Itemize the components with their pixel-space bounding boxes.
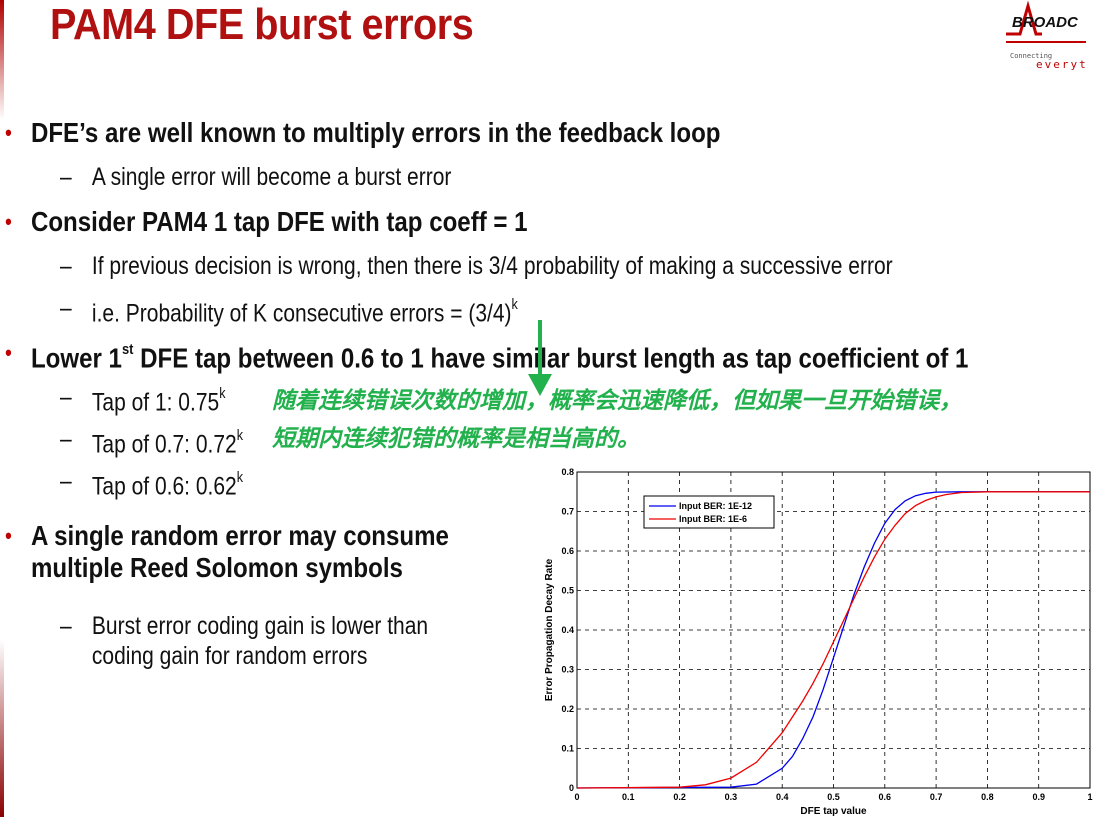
bullet-dot: • <box>5 340 12 365</box>
x-tick-label: 0.1 <box>622 792 635 802</box>
x-tick-label: 0.3 <box>725 792 738 802</box>
y-tick-label: 0.1 <box>561 744 574 754</box>
y-tick-label: 0.3 <box>561 665 574 675</box>
y-tick-label: 0.7 <box>561 507 574 517</box>
series-line-2 <box>576 491 1090 789</box>
x-tick-label: 0.8 <box>981 792 994 802</box>
bullet-dot: • <box>5 209 12 234</box>
chart-legend: Input BER: 1E-12 Input BER: 1E-6 <box>643 495 775 529</box>
bullet-text: DFE’s are well known to multiply errors … <box>30 117 721 148</box>
bullet-dot: • <box>5 523 12 548</box>
slide-left-accent <box>0 0 6 817</box>
y-tick-label: 0.8 <box>561 467 574 477</box>
green-arrow-icon <box>528 320 552 396</box>
x-tick-label: 0.7 <box>930 792 943 802</box>
y-tick-label: 0.2 <box>561 704 574 714</box>
logo-wordmark: BROADC <box>1012 14 1078 31</box>
y-tick-label: 0.5 <box>561 586 574 596</box>
legend-entry: Input BER: 1E-6 <box>679 514 747 524</box>
annotation-line-1: 随着连续错误次数的增加，概率会迅速降低，但如果一旦开始错误， <box>272 388 962 414</box>
x-tick-label: 0.5 <box>827 792 840 802</box>
y-tick-label: 0.4 <box>561 625 574 635</box>
x-tick-label: 0.4 <box>776 792 789 802</box>
logo-tagline-2: everyt <box>1036 58 1088 71</box>
series-line-1 <box>576 491 1090 789</box>
logo-pulse-icon <box>1006 0 1086 43</box>
y-tick-label: 0 <box>569 783 574 793</box>
plot-frame <box>576 471 1091 789</box>
slide-title: PAM4 DFE burst errors <box>50 0 474 49</box>
legend-box <box>643 495 775 529</box>
annotation-line-2: 短期内连续犯错的概率是相当高的。 <box>272 426 640 452</box>
bullet-text: Consider PAM4 1 tap DFE with tap coeff =… <box>30 206 528 237</box>
y-axis-label: Error Propagation Decay Rate <box>544 558 555 701</box>
legend-entry: Input BER: 1E-12 <box>679 501 752 511</box>
x-tick-label: 0.9 <box>1032 792 1045 802</box>
logo-tagline-1: Connecting <box>1010 52 1053 60</box>
bullet-dot: • <box>5 120 12 145</box>
y-tick-label: 0.6 <box>561 546 574 556</box>
x-tick-label: 1 <box>1087 792 1092 802</box>
x-tick-label: 0.6 <box>879 792 892 802</box>
x-axis-label: DFE tap value <box>800 806 867 817</box>
x-tick-label: 0 <box>574 792 579 802</box>
broadcom-logo: BROADC Connecting everyt <box>1006 0 1094 80</box>
x-tick-label: 0.2 <box>673 792 686 802</box>
decay-rate-chart: 0 0.1 0.2 0.3 0.4 0.5 0.6 0.7 0.8 0.9 1 0 0.1 0.2 0.3 0… <box>544 467 1093 817</box>
